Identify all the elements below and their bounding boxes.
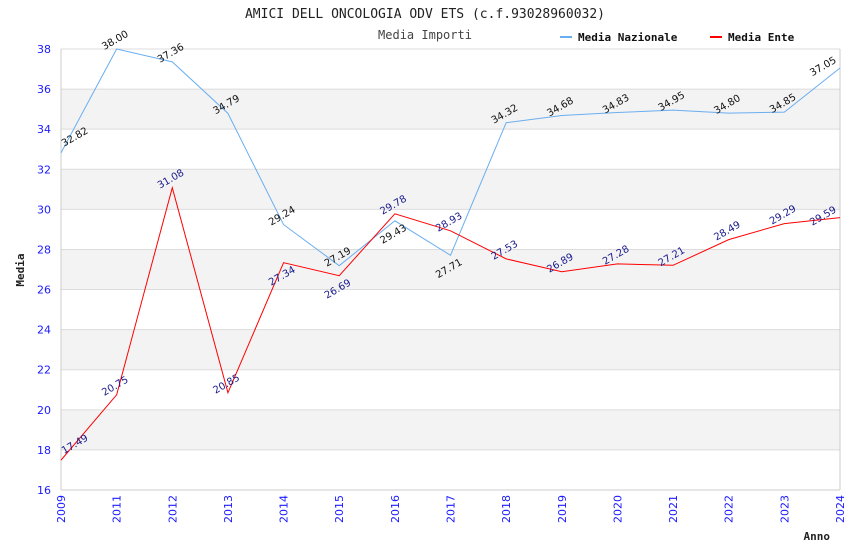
y-axis-label: Media [14,253,27,286]
y-tick-label: 22 [37,364,51,377]
legend-label-nazionale: Media Nazionale [578,31,678,44]
y-tick-label: 26 [37,284,51,297]
series-lines [60,48,841,461]
x-tick-label: 2021 [667,495,680,523]
x-tick-label: 2011 [111,495,124,523]
x-tick-label: 2019 [556,495,569,523]
x-axis-label: Anno [804,530,831,543]
x-tick-label: 2012 [166,495,179,523]
y-tick-label: 28 [37,243,51,256]
y-tick-label: 36 [37,83,51,96]
x-tick-label: 2013 [222,495,235,523]
y-tick-label: 18 [37,444,51,457]
band [61,409,840,450]
series-line-ente [60,185,841,461]
x-tick-label: 2009 [55,495,68,523]
band [61,329,840,370]
chart-title: AMICI DELL ONCOLOGIA ODV ETS (c.f.930289… [245,7,605,22]
x-tick-label: 2016 [389,495,402,523]
x-tick-label: 2020 [611,495,624,523]
background-bands [61,49,840,490]
x-tick-label: 2017 [445,495,458,523]
x-tick-label: 2022 [723,495,736,523]
x-tick-label: 2015 [333,495,346,523]
chart-subtitle: Media Importi [378,28,472,42]
y-tick-label: 20 [37,404,51,417]
y-tick-label: 32 [37,163,51,176]
x-tick-label: 2014 [278,495,291,523]
y-tick-label: 16 [37,484,51,497]
x-tick-label: 2024 [834,495,847,523]
legend: Media Nazionale Media Ente [560,31,795,44]
series-line-nazionale [60,48,841,267]
y-tick-label: 38 [37,43,51,56]
y-tick-label: 30 [37,203,51,216]
x-tick-label: 2018 [500,495,513,523]
band [61,89,840,130]
x-tick-label: 2023 [778,495,791,523]
y-tick-label: 24 [37,324,51,337]
y-tick-label: 34 [37,123,51,136]
legend-label-ente: Media Ente [728,31,795,44]
band [61,169,840,210]
